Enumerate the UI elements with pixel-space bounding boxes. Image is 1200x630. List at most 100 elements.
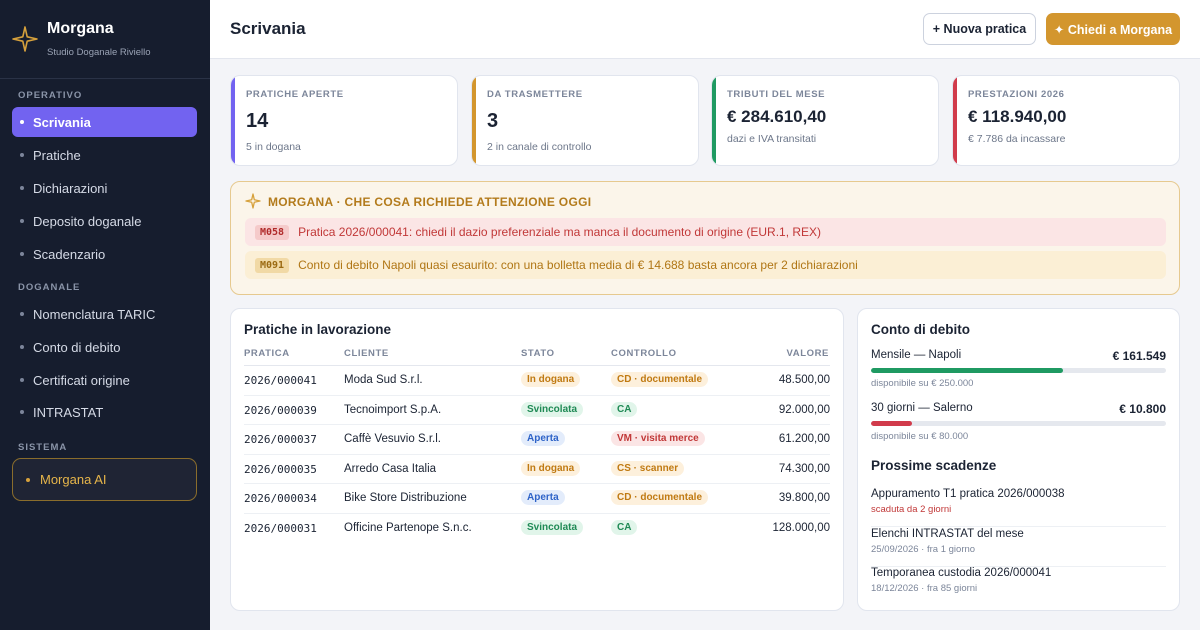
cell-cliente: Caffè Vesuvio S.r.l.	[344, 433, 441, 445]
morgana-alert-panel: MORGANA · CHE COSA RICHIEDE ATTENZIONE O…	[230, 181, 1180, 295]
bullet-icon	[26, 478, 30, 482]
sparkle-icon	[245, 193, 261, 209]
account-name: 30 giorni — Salerno	[871, 402, 973, 414]
account-amount: € 10.800	[1119, 402, 1166, 416]
sidebar-item-label: Conto di debito	[33, 339, 121, 355]
column-header-valore: VALORE	[786, 348, 829, 359]
status-badge: Aperta	[521, 431, 565, 446]
sidebar-item-conto-di-debito[interactable]: Conto di debito	[12, 332, 197, 362]
cell-valore: 92.000,00	[778, 403, 830, 416]
accent-bar	[231, 76, 235, 165]
cell-valore: 39.800,00	[778, 492, 830, 504]
table-row[interactable]: 2026/000039 Tecnoimport S.p.A. Svincolata C…	[244, 396, 830, 425]
sidebar-item-label: INTRASTAT	[33, 404, 104, 420]
table-row[interactable]: 2026/000034 Bike Store Distribuzione Apert…	[244, 484, 830, 514]
bullet-icon	[20, 410, 24, 414]
alert-code: M091	[255, 257, 290, 273]
ask-morgana-button[interactable]: ✦ Chiedi a Morgana	[1046, 13, 1180, 45]
sidebar-item-certificati-origine[interactable]: Certificati origine	[12, 365, 197, 395]
sidebar-item-scrivania[interactable]: Scrivania	[12, 107, 197, 137]
deadline-item[interactable]: Elenchi INTRASTAT del mese 25/09/2026 · …	[871, 528, 1166, 567]
control-badge: CD · documentale	[611, 490, 709, 505]
stat-label: PRATICHE APERTE	[246, 89, 344, 100]
cell-pratica: 2026/000041	[244, 374, 317, 387]
alert-text: Conto di debito Napoli quasi esaurito: c…	[298, 258, 858, 272]
control-badge: VM · visita merce	[611, 431, 705, 446]
deadline-sub: 25/09/2026 · fra 1 giorno	[871, 544, 976, 555]
cell-valore: 128.000,00	[772, 521, 830, 534]
deadline-title: Elenchi INTRASTAT del mese	[871, 528, 1024, 540]
sidebar-item-label: Dichiarazioni	[33, 180, 108, 196]
cell-cliente: Moda Sud S.r.l.	[344, 374, 423, 386]
stat-label: PRESTAZIONI 2026	[968, 89, 1065, 100]
stat-card-pratiche-aperte[interactable]: PRATICHE APERTE 14 5 in dogana	[230, 75, 458, 166]
table-row[interactable]: 2026/000031 Officine Partenope S.n.c. Svin…	[244, 514, 830, 544]
stat-sub: dazi e IVA transitati	[727, 133, 817, 145]
stat-value: € 118.940,00	[968, 107, 1067, 126]
column-header-stato: STATO	[521, 348, 555, 359]
sidebar-item-label: Scrivania	[33, 114, 91, 130]
sparkle-logo-icon	[12, 26, 38, 52]
alert-item[interactable]: M091 Conto di debito Napoli quasi esauri…	[245, 251, 1166, 279]
stat-card-da-trasmettere[interactable]: DA TRASMETTERE 3 2 in canale di controll…	[471, 75, 699, 166]
table-row[interactable]: 2026/000035 Arredo Casa Italia In dogana CS…	[244, 455, 830, 484]
bullet-icon	[20, 120, 24, 124]
account-available: disponibile su € 250.000	[871, 378, 974, 389]
sidebar-item-label: Certificati origine	[33, 372, 130, 388]
progress-track	[871, 368, 1166, 373]
cell-valore: 48.500,00	[778, 374, 830, 386]
page-title: Scrivania	[230, 19, 306, 38]
table-row[interactable]: 2026/000041 Moda Sud S.r.l. In dogana CD · …	[244, 366, 830, 396]
deadline-sub: 18/12/2026 · fra 85 giorni	[871, 583, 978, 594]
section-doganale: DOGANALE	[18, 282, 81, 293]
sidebar-item-intrastat[interactable]: INTRASTAT	[12, 397, 197, 427]
column-header-controllo: CONTROLLO	[611, 348, 677, 359]
debt-title: Conto di debito	[871, 322, 970, 337]
cell-pratica: 2026/000037	[244, 433, 317, 446]
alert-item[interactable]: M058 Pratica 2026/000041: chiedi il dazi…	[245, 218, 1166, 246]
stat-value: 3	[487, 110, 499, 132]
sidebar-item-dichiarazioni[interactable]: Dichiarazioni	[12, 173, 197, 203]
alert-title: MORGANA · CHE COSA RICHIEDE ATTENZIONE O…	[268, 195, 592, 209]
cell-cliente: Officine Partenope S.n.c.	[344, 521, 472, 534]
account-amount: € 161.549	[1112, 349, 1166, 363]
stat-card-tributi-del-mese[interactable]: TRIBUTI DEL MESE € 284.610,40 dazi e IVA…	[711, 75, 939, 166]
bullet-icon	[20, 378, 24, 382]
stat-sub: 2 in canale di controllo	[487, 141, 592, 153]
section-sistema: SISTEMA	[18, 442, 68, 453]
stat-sub: 5 in dogana	[246, 141, 301, 153]
cell-pratica: 2026/000031	[244, 521, 317, 535]
sidebar-item-scadenzario[interactable]: Scadenzario	[12, 239, 197, 269]
stat-card-prestazioni-2026[interactable]: PRESTAZIONI 2026 € 118.940,00 € 7.786 da…	[952, 75, 1180, 166]
deadline-title: Temporanea custodia 2026/000041	[871, 567, 1052, 579]
deadline-item[interactable]: Temporanea custodia 2026/000041 18/12/20…	[871, 567, 1166, 606]
sidebar-item-nomenclatura-taric[interactable]: Nomenclatura TARIC	[12, 299, 197, 329]
bullet-icon	[20, 186, 24, 190]
divider	[244, 365, 830, 366]
practices-table-card: Pratiche in lavorazione PRATICA CLIENTE …	[230, 308, 844, 611]
status-badge: In dogana	[521, 460, 581, 476]
status-badge: In dogana	[521, 372, 581, 387]
stat-sub: € 7.786 da incassare	[968, 133, 1066, 145]
stat-label: TRIBUTI DEL MESE	[727, 89, 826, 100]
progress-track	[871, 421, 1166, 426]
sidebar-item-pratiche[interactable]: Pratiche	[12, 140, 197, 170]
brand[interactable]: Morgana Studio Doganale Riviello	[12, 18, 202, 62]
cell-cliente: Tecnoimport S.p.A.	[344, 403, 442, 416]
sidebar-item-label: Scadenzario	[33, 246, 106, 262]
deadline-title: Appuramento T1 pratica 2026/000038	[871, 488, 1065, 500]
bullet-icon	[20, 219, 24, 223]
sidebar-item-morgana-ai[interactable]: Morgana AI	[12, 458, 197, 501]
table-row[interactable]: 2026/000037 Caffè Vesuvio S.r.l. Aperta VM …	[244, 425, 830, 455]
status-badge: Svincolata	[521, 519, 584, 535]
cell-valore: 61.200,00	[778, 433, 830, 445]
new-practice-button[interactable]: + Nuova pratica	[923, 13, 1036, 45]
column-header-cliente: CLIENTE	[344, 348, 389, 359]
cell-pratica: 2026/000034	[244, 492, 317, 505]
deadline-item[interactable]: Appuramento T1 pratica 2026/000038 scadu…	[871, 488, 1166, 527]
status-badge: Svincolata	[521, 401, 584, 417]
cell-pratica: 2026/000039	[244, 403, 317, 417]
sidebar-item-deposito-doganale[interactable]: Deposito doganale	[12, 206, 197, 236]
cell-cliente: Bike Store Distribuzione	[344, 492, 467, 504]
control-badge: CA	[611, 519, 638, 535]
